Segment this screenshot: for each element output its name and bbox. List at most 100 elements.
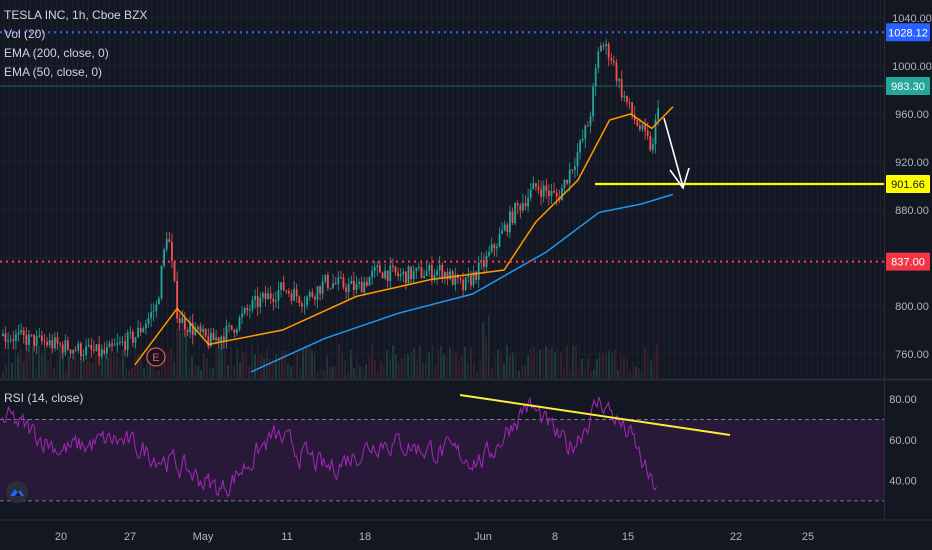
- legend-ema50[interactable]: EMA (50, close, 0): [4, 65, 103, 79]
- candle-body: [376, 265, 379, 268]
- price-tick-label: 960.00: [895, 109, 929, 121]
- volume-bar: [335, 365, 337, 378]
- volume-bar: [44, 346, 46, 378]
- volume-bar: [65, 370, 67, 378]
- candle-body: [519, 205, 522, 211]
- volume-bar: [326, 355, 328, 378]
- candle-body: [428, 264, 431, 272]
- candle-body: [576, 152, 579, 167]
- candlesticks: [2, 38, 659, 365]
- candle-body: [225, 325, 228, 342]
- time-tick-label: Jun: [474, 531, 492, 543]
- volume-bar: [620, 353, 622, 378]
- candle-body: [108, 343, 111, 348]
- candle-body: [51, 340, 54, 349]
- price-badge: [886, 23, 930, 42]
- volume-bar: [185, 331, 187, 378]
- volume-bar: [269, 358, 271, 378]
- volume-bar: [596, 358, 598, 378]
- price-badge-label: 983.30: [891, 81, 925, 93]
- volume-bar: [572, 345, 574, 378]
- candle-body: [163, 249, 165, 266]
- candle-body: [600, 45, 602, 52]
- volume-bar: [281, 350, 283, 378]
- volume-bar: [239, 362, 241, 378]
- candle-body: [20, 330, 22, 333]
- candle-body: [553, 190, 555, 193]
- candle-body: [311, 292, 314, 297]
- candle-body: [41, 335, 43, 342]
- volume-bar: [254, 354, 256, 378]
- candle-body: [324, 274, 327, 282]
- volume-bar: [128, 369, 130, 378]
- candle-body: [444, 272, 446, 279]
- candle-body: [545, 185, 548, 191]
- candle-body: [477, 262, 480, 280]
- candle-body: [550, 190, 553, 196]
- candle-body: [210, 332, 212, 347]
- volume-bar: [599, 351, 601, 378]
- legend-ema200[interactable]: EMA (200, close, 0): [4, 46, 109, 60]
- time-tick-label: 27: [124, 531, 136, 543]
- volume-bar: [587, 358, 589, 378]
- volume-bar: [338, 344, 340, 378]
- candle-body: [592, 86, 594, 117]
- drawings[interactable]: [0, 31, 884, 263]
- price-axis[interactable]: 1040.00 1000.00 960.00 920.00 880.00 800.00 76…: [886, 13, 932, 361]
- candle-body: [121, 341, 124, 343]
- candle-body: [563, 179, 566, 189]
- price-tick-label: 880.00: [895, 205, 929, 217]
- candle-body: [204, 328, 207, 337]
- candle-body: [506, 224, 509, 233]
- candle-body: [462, 279, 464, 290]
- candle-body: [425, 271, 428, 277]
- candle-body: [373, 267, 376, 271]
- volume-bar: [113, 352, 115, 378]
- candle-body: [132, 331, 134, 343]
- candle-body: [472, 271, 475, 286]
- candle-body: [48, 340, 51, 346]
- candle-body: [282, 282, 285, 291]
- candle-body: [249, 309, 251, 311]
- volume-bar: [347, 370, 349, 378]
- candle-body: [514, 203, 516, 224]
- candle-body: [527, 197, 529, 207]
- candle-body: [532, 183, 535, 190]
- volume-bar: [26, 352, 28, 378]
- volume-bar: [440, 346, 442, 378]
- legend-volume[interactable]: Vol (20): [4, 27, 46, 41]
- candle-body: [269, 293, 272, 299]
- candle-body: [238, 317, 241, 330]
- legend-title: TESLA INC, 1h, Cboe BZX: [4, 8, 148, 22]
- candle-body: [319, 286, 321, 294]
- tradingview-logo-icon[interactable]: [6, 481, 28, 503]
- ema-lines: E: [134, 106, 674, 373]
- candle-body: [28, 334, 30, 345]
- candle-body: [256, 296, 259, 308]
- candle-body: [207, 336, 210, 347]
- candle-body: [405, 271, 407, 284]
- time-axis[interactable]: 20 27 May 11 18 Jun 8 15 22 25: [55, 531, 814, 543]
- rsi-tick-label: 80.00: [889, 394, 917, 406]
- volume-bar: [248, 366, 250, 378]
- volume-bar: [500, 350, 502, 378]
- candle-body: [529, 189, 532, 198]
- candle-body: [337, 277, 340, 284]
- volume-bar: [602, 352, 604, 378]
- candle-body: [412, 271, 415, 280]
- candle-body: [259, 297, 262, 308]
- time-tick-label: 25: [802, 531, 814, 543]
- volume-bar: [371, 344, 373, 378]
- candle-body: [223, 336, 225, 342]
- volume-bar: [491, 367, 493, 378]
- volume-bar: [332, 366, 334, 378]
- candle-body: [415, 267, 418, 272]
- candle-body: [347, 283, 350, 292]
- candle-body: [501, 230, 503, 234]
- candle-body: [589, 116, 592, 126]
- volume-bar: [86, 360, 88, 378]
- earnings-icon: [146, 347, 166, 367]
- rsi-legend[interactable]: RSI (14, close): [4, 391, 84, 405]
- candle-body: [251, 299, 254, 310]
